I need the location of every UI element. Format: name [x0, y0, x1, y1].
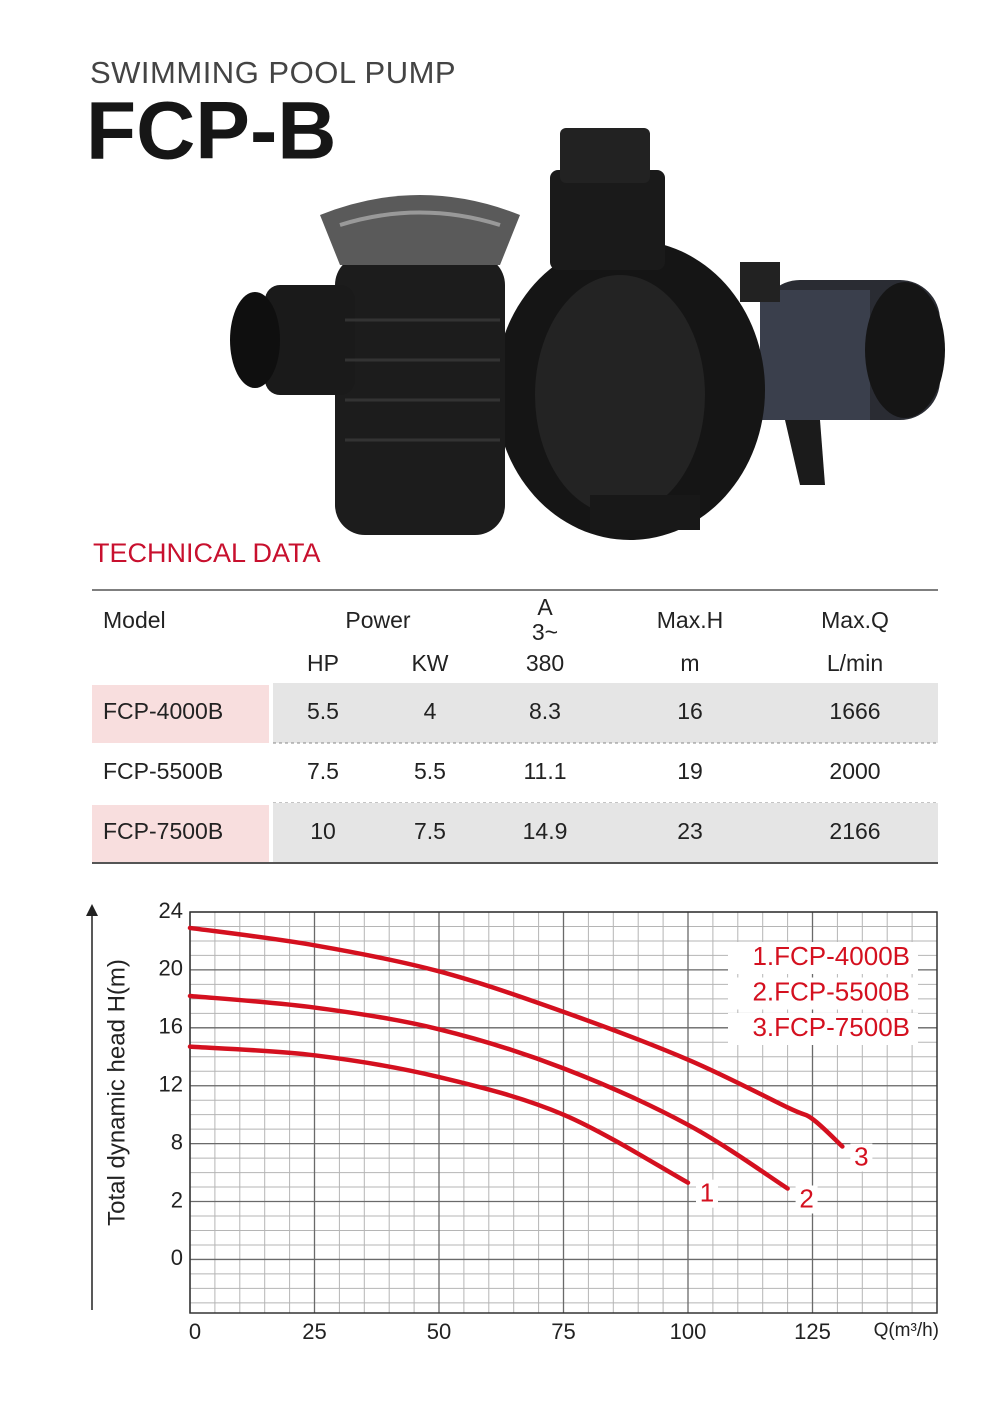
- x-tick-label: 25: [302, 1319, 326, 1344]
- table-cell: 23: [677, 818, 703, 844]
- y-tick-label: 16: [159, 1014, 183, 1039]
- x-axis-title: Q(m³/h): [874, 1320, 939, 1341]
- header-cell: Max.H: [657, 607, 723, 633]
- table-cell: 4: [424, 698, 437, 724]
- y-tick-label: 12: [159, 1072, 183, 1097]
- curve: [187, 925, 845, 1149]
- table-cell: FCP-7500B: [103, 818, 223, 844]
- table-cell: 1666: [829, 698, 880, 724]
- table-cell: 2166: [829, 818, 880, 844]
- label-background: [795, 1185, 818, 1214]
- header-cell: 3~: [532, 619, 558, 645]
- header-cell: Model: [103, 607, 166, 633]
- curve-label: 1: [700, 1178, 714, 1208]
- table-cell: FCP-5500B: [103, 758, 223, 784]
- legend-entry: 2.FCP-5500B: [752, 976, 910, 1006]
- label-background: [696, 1179, 718, 1208]
- table-cell: 2000: [829, 758, 880, 784]
- curve-label: 2: [799, 1183, 813, 1213]
- y-tick-label: 2: [171, 1187, 183, 1212]
- x-tick-label: 100: [670, 1319, 707, 1344]
- section-title: TECHNICAL DATA: [93, 538, 321, 568]
- subtitle: SWIMMING POOL PUMP: [90, 55, 456, 90]
- header-cell: Power: [345, 607, 411, 633]
- x-tick-label: 125: [794, 1319, 831, 1344]
- table-cell: 10: [310, 818, 336, 844]
- legend-entry: 1.FCP-4000B: [752, 941, 910, 971]
- y-axis-arrowhead: [86, 904, 98, 916]
- table-cell: 7.5: [414, 818, 446, 844]
- label-background: [850, 1143, 873, 1172]
- table-cell: 14.9: [523, 818, 568, 844]
- row-background: [273, 683, 938, 743]
- legend-background: [728, 1013, 918, 1045]
- y-axis-title: Total dynamic head H(m): [103, 959, 130, 1226]
- x-tick-label: 50: [427, 1319, 451, 1344]
- table-cell: 7.5: [307, 758, 339, 784]
- table-cell: 16: [677, 698, 703, 724]
- legend-entry: 3.FCP-7500B: [752, 1012, 910, 1042]
- unit-cell: HP: [307, 650, 339, 676]
- table-cell: 19: [677, 758, 703, 784]
- data-table: Model Power A3~ Max.H Max.Q HP KW 380 m L/min FCP-…: [92, 589, 938, 864]
- table-cell: 5.5: [307, 698, 339, 724]
- model-background: [92, 805, 269, 863]
- curve: [187, 993, 790, 1191]
- y-tick-label: 8: [171, 1129, 183, 1154]
- model-background: [92, 685, 269, 743]
- unit-cell: m: [680, 650, 699, 676]
- y-tick-label: 20: [159, 956, 183, 981]
- legend-background: [728, 977, 918, 1010]
- table-cell: FCP-4000B: [103, 698, 223, 724]
- title: FCP-B: [86, 86, 337, 177]
- pump-illustration: [230, 128, 945, 540]
- header-cell: Max.Q: [821, 607, 889, 633]
- curve-label: 3: [854, 1141, 868, 1171]
- header-cell: A: [537, 594, 553, 620]
- unit-cell: 380: [526, 650, 564, 676]
- unit-cell: L/min: [827, 650, 883, 676]
- y-tick-label: 24: [159, 898, 183, 923]
- x-tick-label: 75: [551, 1319, 575, 1344]
- table-cell: 8.3: [529, 698, 561, 724]
- table-cell: 11.1: [523, 758, 566, 784]
- plot-frame: [189, 911, 938, 1314]
- legend-background: [728, 942, 918, 974]
- row-background: [273, 803, 938, 863]
- y-tick-label: 0: [171, 1245, 183, 1270]
- table-cell: 5.5: [414, 758, 446, 784]
- unit-cell: KW: [411, 650, 448, 676]
- curve: [187, 1044, 691, 1185]
- x-tick-label: 0: [189, 1319, 201, 1344]
